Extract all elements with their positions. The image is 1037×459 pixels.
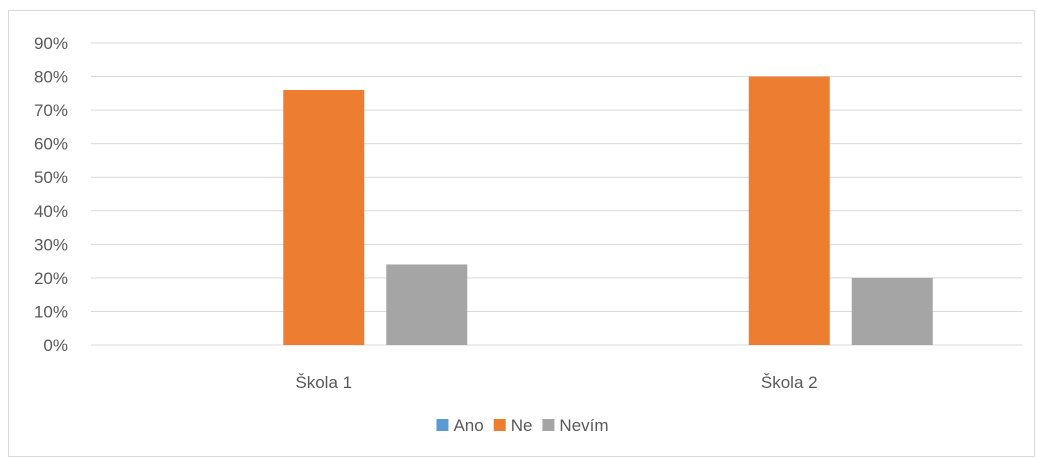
bar-ne-2 xyxy=(748,76,830,346)
bar-nev-m-1 xyxy=(386,264,468,345)
legend-label: Ano xyxy=(453,416,483,435)
x-axis-category-labels: Škola 1 Škola 2 xyxy=(295,373,817,392)
y-tick-label: 0% xyxy=(43,336,68,355)
y-tick-label: 10% xyxy=(34,302,68,321)
y-tick-label: 20% xyxy=(34,269,68,288)
legend-swatch xyxy=(542,419,555,431)
legend-label: Ne xyxy=(511,416,533,435)
legend-swatch xyxy=(436,419,449,431)
y-tick-label: 80% xyxy=(34,68,68,87)
y-tick-label: 30% xyxy=(34,235,68,254)
legend-swatch xyxy=(493,419,506,431)
bar-ne-1 xyxy=(283,89,365,345)
y-tick-label: 90% xyxy=(34,34,68,53)
bar-nev-m-2 xyxy=(851,277,933,345)
legend-label: Nevím xyxy=(559,416,608,435)
chart-area xyxy=(8,10,1035,457)
y-tick-label: 60% xyxy=(34,135,68,154)
y-tick-label: 40% xyxy=(34,202,68,221)
y-axis-tick-labels: 0% 10% 20% 30% 40% 50% 60% 70% 80% 90% xyxy=(34,34,68,355)
x-category-label: Škola 1 xyxy=(295,373,352,392)
legend: Ano Ne Nevím xyxy=(436,416,609,435)
y-tick-label: 70% xyxy=(34,101,68,120)
y-tick-label: 50% xyxy=(34,168,68,187)
bars xyxy=(283,76,933,346)
x-category-label: Škola 2 xyxy=(761,373,818,392)
